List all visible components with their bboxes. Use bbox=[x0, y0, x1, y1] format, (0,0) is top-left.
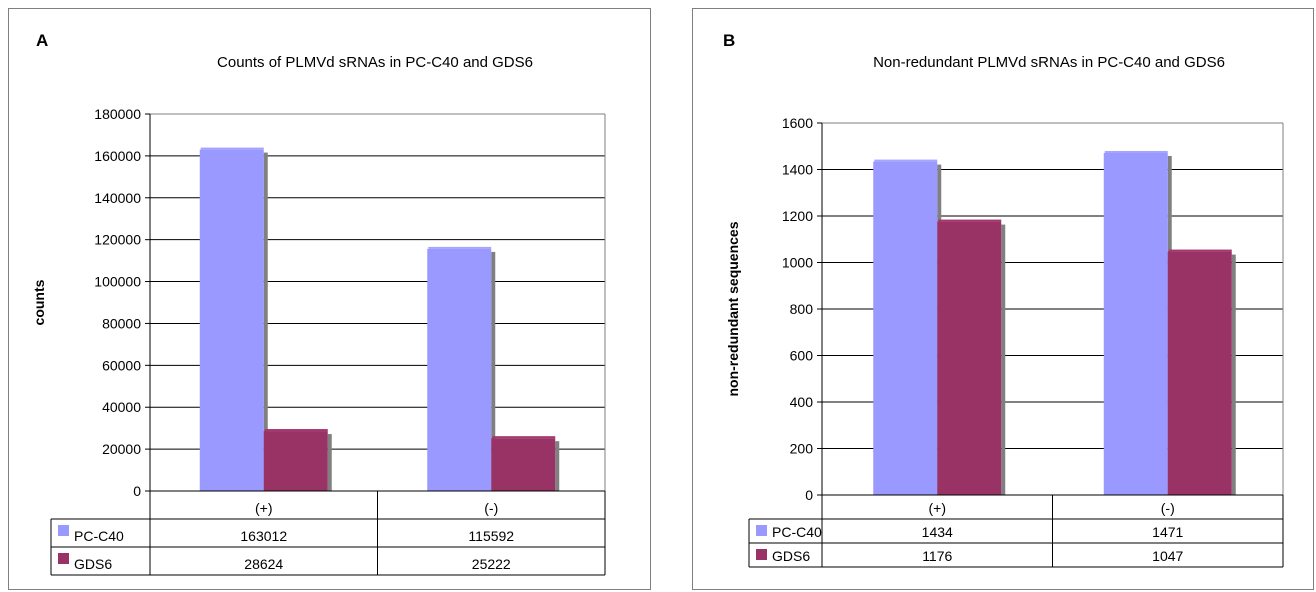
y-tick-label: 180000 bbox=[94, 106, 141, 122]
legend-swatch-gds6 bbox=[756, 549, 767, 560]
bar-top bbox=[1104, 150, 1168, 153]
data-label: 1047 bbox=[1152, 548, 1183, 564]
y-axis-label: non-redundant sequences bbox=[725, 221, 741, 396]
legend-label: GDS6 bbox=[74, 556, 112, 572]
category-label: (+) bbox=[929, 500, 947, 516]
bar-shadow bbox=[327, 434, 332, 491]
bar-shadow bbox=[491, 251, 496, 491]
y-tick-label: 800 bbox=[790, 301, 814, 317]
bar-pc-c40 bbox=[873, 161, 938, 495]
bar-shadow bbox=[1001, 224, 1006, 495]
data-label: 1434 bbox=[922, 524, 953, 540]
y-tick-label: 20000 bbox=[102, 441, 141, 457]
category-label: (-) bbox=[1161, 500, 1175, 516]
y-axis-label: counts bbox=[31, 279, 47, 325]
bar-gds6 bbox=[937, 221, 1002, 495]
bar-gds6 bbox=[1167, 251, 1232, 495]
y-tick-label: 400 bbox=[790, 394, 814, 410]
data-label: 115592 bbox=[468, 528, 514, 544]
bar-top bbox=[874, 159, 938, 162]
legend-swatch-pc-c40 bbox=[756, 525, 767, 536]
data-label: 28624 bbox=[244, 556, 283, 572]
y-tick-label: 0 bbox=[805, 487, 813, 503]
y-tick-label: 1200 bbox=[782, 208, 813, 224]
bar-pc-c40 bbox=[427, 248, 492, 491]
y-tick-label: 200 bbox=[790, 441, 814, 457]
y-tick-label: 140000 bbox=[94, 190, 141, 206]
y-tick-label: 40000 bbox=[102, 399, 141, 415]
legend-label: PC-C40 bbox=[74, 528, 124, 544]
bar-top bbox=[200, 147, 264, 150]
chart-a-svg: A Counts of PLMVd sRNAs in PC-C40 and GDS… bbox=[31, 31, 606, 576]
chart-b-svg: B Non-redundant PLMVd sRNAs in PC-C40 and… bbox=[723, 31, 1284, 568]
bar-pc-c40 bbox=[199, 149, 264, 491]
chart-panel-b: B Non-redundant PLMVd sRNAs in PC-C40 and… bbox=[692, 8, 1314, 590]
data-label: 1471 bbox=[1152, 524, 1183, 540]
bar-shadow bbox=[1231, 254, 1236, 495]
bar-pc-c40 bbox=[1103, 152, 1168, 495]
legend-label: PC-C40 bbox=[772, 524, 822, 540]
chart-title: Counts of PLMVd sRNAs in PC-C40 and GDS6 bbox=[217, 54, 533, 71]
bar-top bbox=[492, 436, 556, 439]
data-label: 163012 bbox=[240, 528, 287, 544]
chart-title: Non-redundant PLMVd sRNAs in PC-C40 and … bbox=[873, 54, 1225, 71]
bar-top bbox=[1168, 249, 1232, 252]
bar-gds6 bbox=[491, 438, 556, 491]
legend-swatch-pc-c40 bbox=[58, 525, 69, 536]
y-tick-label: 0 bbox=[133, 483, 141, 499]
bar-shadow bbox=[555, 441, 560, 491]
y-tick-label: 120000 bbox=[94, 232, 141, 248]
legend-label: GDS6 bbox=[772, 548, 810, 564]
y-tick-label: 80000 bbox=[102, 315, 141, 331]
y-tick-label: 160000 bbox=[94, 148, 141, 164]
bar-top bbox=[264, 429, 328, 432]
chart-panel-a: A Counts of PLMVd sRNAs in PC-C40 and GDS… bbox=[8, 8, 651, 590]
bar-top bbox=[938, 219, 1002, 222]
y-tick-label: 1000 bbox=[782, 255, 813, 271]
y-tick-label: 600 bbox=[790, 348, 814, 364]
data-label: 1176 bbox=[922, 548, 952, 564]
category-label: (+) bbox=[255, 500, 273, 516]
y-tick-label: 1400 bbox=[782, 162, 813, 178]
y-tick-label: 1600 bbox=[782, 115, 813, 131]
panel-letter: B bbox=[723, 31, 735, 50]
category-label: (-) bbox=[484, 500, 498, 516]
bar-shadow bbox=[263, 152, 268, 491]
bar-gds6 bbox=[263, 431, 328, 491]
data-label: 25222 bbox=[472, 556, 511, 572]
y-tick-label: 60000 bbox=[102, 357, 141, 373]
panel-letter: A bbox=[36, 31, 48, 50]
legend-swatch-gds6 bbox=[58, 553, 69, 564]
bar-top bbox=[428, 246, 492, 249]
y-tick-label: 100000 bbox=[94, 274, 141, 290]
